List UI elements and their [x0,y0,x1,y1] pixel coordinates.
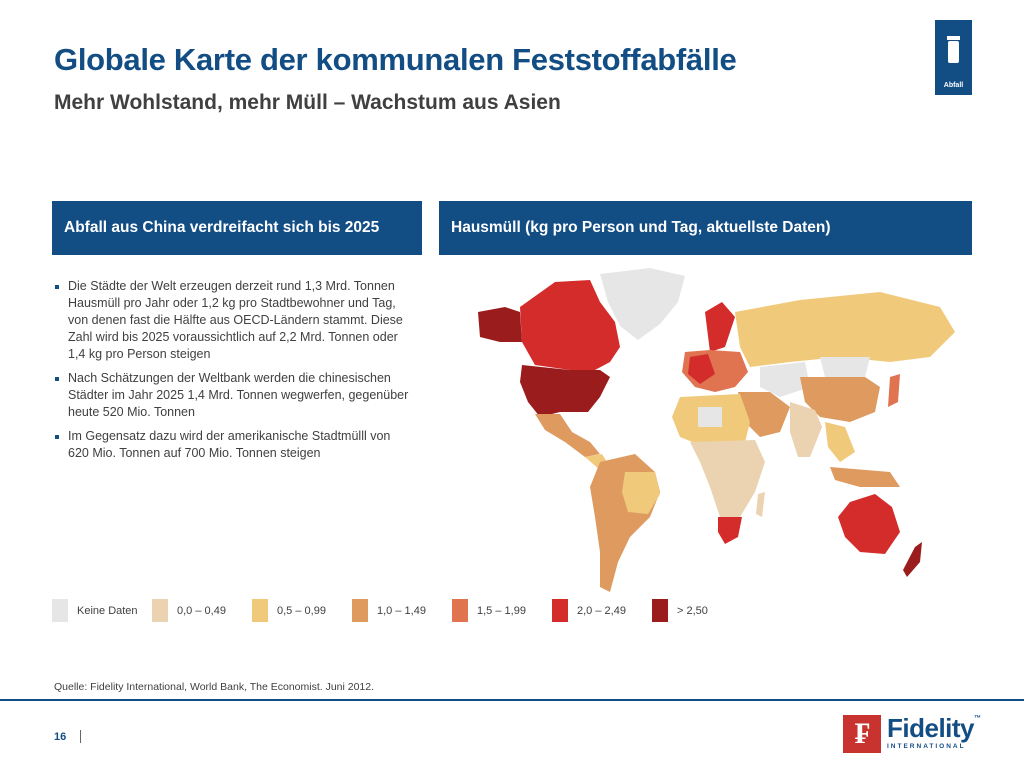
legend-item: 0,5 – 0,99 [252,599,352,622]
legend-item: 2,0 – 2,49 [552,599,652,622]
logo-sub: INTERNATIONAL [887,743,966,750]
map-region-central-africa [690,440,765,517]
map-region-middle-east [738,392,790,437]
page-subtitle: Mehr Wohlstand, mehr Müll – Wachstum aus… [54,91,561,114]
fidelity-logo: ₣ Fidelity INTERNATIONAL ™ [843,715,981,753]
trash-can-icon [947,36,960,63]
map-region-usa [520,365,610,417]
legend-item: Keine Daten [52,599,152,622]
legend-swatch [52,599,68,622]
map-region-western-europe [688,354,715,384]
map-region-mongolia [820,357,870,377]
map-region-india [790,402,822,457]
map-region-madagascar [756,492,765,517]
map-region-scandinavia [705,302,735,352]
world-map [478,268,955,592]
legend-swatch [252,599,268,622]
page-number: 16 [54,731,67,743]
map-region-russia [735,292,955,367]
bullet-item: Im Gegensatz dazu wird der amerikanische… [54,428,414,462]
right-panel-header: Hausmüll (kg pro Person und Tag, aktuell… [439,201,972,255]
page-title: Globale Karte der kommunalen Feststoffab… [54,42,737,77]
map-region-australia [838,494,900,554]
map-legend: Keine Daten 0,0 – 0,49 0,5 – 0,99 1,0 – … [52,599,752,622]
bullet-list: Die Städte der Welt erzeugen derzeit run… [54,278,414,469]
legend-label: 1,5 – 1,99 [477,604,526,617]
legend-swatch [352,599,368,622]
map-region-alaska [478,307,522,342]
map-region-south-africa [718,517,742,544]
page-separator [80,730,81,743]
legend-label: 0,5 – 0,99 [277,604,326,617]
badge-label: Abfall [943,82,964,89]
legend-label: 2,0 – 2,49 [577,604,626,617]
legend-swatch [152,599,168,622]
bullet-item: Die Städte der Welt erzeugen derzeit run… [54,278,414,363]
legend-swatch [452,599,468,622]
legend-item: 1,5 – 1,99 [452,599,552,622]
legend-swatch [552,599,568,622]
legend-item: 1,0 – 1,49 [352,599,452,622]
bullet-item: Nach Schätzungen der Weltbank werden die… [54,370,414,421]
map-region-new-zealand [903,542,922,577]
legend-item: > 2,50 [652,599,752,622]
map-region-canada [520,280,620,370]
fidelity-logo-mark: ₣ [843,715,881,753]
source-note: Quelle: Fidelity International, World Ba… [54,681,375,693]
map-region-japan [888,374,900,407]
legend-label: Keine Daten [77,604,138,617]
left-panel-header: Abfall aus China verdreifacht sich bis 2… [52,201,422,255]
legend-item: 0,0 – 0,49 [152,599,252,622]
topic-badge: Abfall [935,20,972,95]
map-region-mexico [535,414,600,457]
map-region-greenland [600,268,685,340]
legend-label: 0,0 – 0,49 [177,604,226,617]
map-region-indonesia [830,467,900,487]
logo-tm: ™ [974,715,982,722]
map-region-brazil [622,472,660,514]
legend-label: 1,0 – 1,49 [377,604,426,617]
map-region-sahara [698,407,722,427]
legend-swatch [652,599,668,622]
map-region-central-asia [760,362,810,397]
map-region-china [800,377,880,422]
footer-divider [0,699,1024,701]
map-region-se-asia [825,422,855,462]
legend-label: > 2,50 [677,604,708,617]
logo-name: Fidelity [887,713,975,743]
